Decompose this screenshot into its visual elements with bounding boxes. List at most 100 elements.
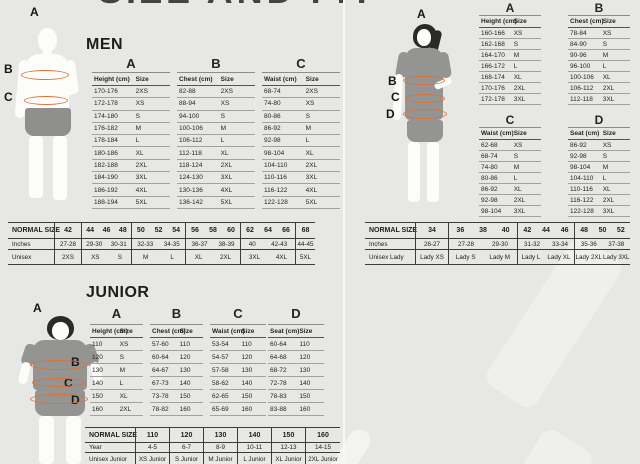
table-row: 106-112 2XL bbox=[568, 83, 630, 94]
size-group: 27-28 29-30 bbox=[448, 239, 517, 249]
cell-range: 110-116 bbox=[570, 185, 593, 193]
table-row: 82-88 2XS bbox=[177, 86, 255, 99]
cell-range: 64-68 bbox=[270, 353, 287, 361]
normal-size-row: NORMAL SIZE 42 44 46 48 50 52 54 56 58 60 62 64 66 68 bbox=[8, 223, 315, 238]
inches-value: 10-11 bbox=[246, 444, 263, 451]
cell-range: 160-166 bbox=[481, 29, 505, 37]
table-row: 92-98 2XL bbox=[479, 195, 541, 206]
col-header-size: Size bbox=[602, 18, 616, 25]
table-row: 110-116 3XL bbox=[262, 172, 340, 185]
cell-size: 4XL bbox=[305, 186, 318, 194]
female-waist-measure-line bbox=[405, 94, 445, 103]
male-figure bbox=[8, 26, 88, 202]
cell-range: 58-62 bbox=[212, 379, 229, 387]
table-row: 110-116 XL bbox=[568, 184, 630, 195]
table-row: 122-128 5XL bbox=[262, 197, 340, 209]
col-header-size: Size bbox=[220, 75, 234, 83]
table-row: 160 2XL bbox=[90, 403, 143, 416]
table-row: 112-118 3XL bbox=[568, 94, 630, 105]
size-group: 48 50 52 bbox=[574, 223, 630, 238]
table-row: 166-172 L bbox=[479, 61, 541, 72]
male-left-leg bbox=[29, 136, 43, 198]
table-row: 106-112 L bbox=[177, 135, 255, 148]
table-row: 60-64 120 bbox=[150, 351, 203, 364]
cell-range: 74-80 bbox=[481, 163, 498, 171]
cell-range: 60-64 bbox=[270, 340, 287, 348]
size-group: 130 bbox=[203, 428, 237, 442]
size-number: 48 bbox=[118, 227, 127, 234]
cell-size: M bbox=[220, 125, 227, 133]
size-number: 54 bbox=[172, 227, 181, 234]
women-measure-table-d: D Seat (cm) Size 86-92 XS 92-98 S 98-104 M 104-11… bbox=[568, 113, 630, 217]
col-header-measure: Waist (cm) bbox=[264, 75, 297, 83]
cell-size: XS bbox=[513, 29, 523, 37]
size-number: 130 bbox=[214, 431, 227, 439]
junior-left-leg bbox=[39, 416, 54, 464]
cell-size: M bbox=[305, 125, 312, 133]
table-row: 80-86 L bbox=[479, 173, 541, 184]
table-header: Seat (cm) Size bbox=[268, 324, 324, 338]
inches-value: 32-33 bbox=[137, 240, 154, 248]
row-label: Inches bbox=[12, 240, 31, 248]
cell-range: 162-168 bbox=[481, 40, 505, 48]
cell-size: XS bbox=[513, 141, 523, 149]
table-row: 78-83 150 bbox=[268, 390, 324, 403]
cell-range: 120 bbox=[92, 353, 103, 361]
size-group: 31-32 33-34 bbox=[517, 239, 574, 249]
table-row: 136-142 5XL bbox=[177, 197, 255, 209]
male-right-leg bbox=[53, 136, 67, 200]
cell-size: M bbox=[135, 125, 142, 133]
cell-size: 130 bbox=[179, 366, 191, 374]
table-row: 80-86 S bbox=[262, 111, 340, 123]
cell-range: 94-100 bbox=[179, 112, 200, 120]
cell-range: 68-74 bbox=[481, 152, 498, 160]
cell-size: L bbox=[305, 137, 310, 145]
table-row: 100-106 M bbox=[177, 123, 255, 136]
size-group: 32-33 34-35 bbox=[131, 239, 185, 249]
size-group: XS S bbox=[81, 250, 131, 264]
cell-range: 106-112 bbox=[570, 84, 594, 92]
table-row: 116-122 2XL bbox=[568, 195, 630, 206]
cell-range: 92-98 bbox=[570, 152, 587, 160]
col-header-measure: Height (cm) bbox=[94, 75, 130, 83]
size-group: 36-37 38-39 bbox=[185, 239, 240, 249]
col-header-measure: Chest (cm) bbox=[570, 18, 604, 25]
cell-size: L bbox=[513, 62, 518, 70]
size-number: 160 bbox=[317, 431, 329, 439]
size-group: S Junior bbox=[169, 453, 203, 464]
table-row: 68-72 130 bbox=[268, 364, 324, 377]
cell-range: 67-73 bbox=[152, 379, 169, 387]
table-row: 60-64 110 bbox=[268, 338, 324, 351]
table-row: 98-104 M bbox=[568, 162, 630, 173]
table-header: Chest (cm) Size bbox=[568, 15, 630, 28]
col-header-size: Size bbox=[513, 18, 527, 25]
cell-size: 150 bbox=[299, 392, 311, 400]
cell-size: XS bbox=[305, 100, 315, 108]
cell-range: 104-110 bbox=[570, 174, 594, 182]
cell-range: 57-58 bbox=[212, 366, 229, 374]
men-figure-point-b: B bbox=[4, 62, 13, 76]
cell-range: 98-104 bbox=[570, 163, 591, 171]
row-label: Inches bbox=[369, 240, 388, 248]
table-letter-d: D bbox=[594, 113, 604, 127]
col-header-size: Size bbox=[513, 130, 527, 137]
cell-size: S bbox=[119, 353, 125, 361]
female-chest-measure-line bbox=[403, 76, 445, 85]
cell-size: S bbox=[602, 152, 608, 160]
cell-size: XS bbox=[602, 29, 612, 37]
cell-size: 120 bbox=[179, 353, 191, 361]
size-name: Lady L bbox=[521, 253, 541, 261]
cell-size: 3XL bbox=[305, 174, 318, 182]
cell-range: 130 bbox=[92, 366, 103, 374]
cell-size: 2XS bbox=[305, 88, 318, 96]
size-group: 56 58 60 bbox=[185, 223, 240, 238]
cell-range: 92-98 bbox=[481, 196, 498, 204]
cell-range: 60-64 bbox=[152, 353, 169, 361]
size-number: 52 bbox=[616, 227, 625, 234]
size-number: 66 bbox=[282, 227, 290, 234]
table-row: 78-82 160 bbox=[150, 403, 203, 416]
table-row: 188-194 5XL bbox=[92, 197, 170, 209]
cell-size: 2XL bbox=[220, 161, 233, 169]
table-row: 100-106 XL bbox=[568, 72, 630, 83]
cell-size: 3XL bbox=[602, 207, 615, 215]
